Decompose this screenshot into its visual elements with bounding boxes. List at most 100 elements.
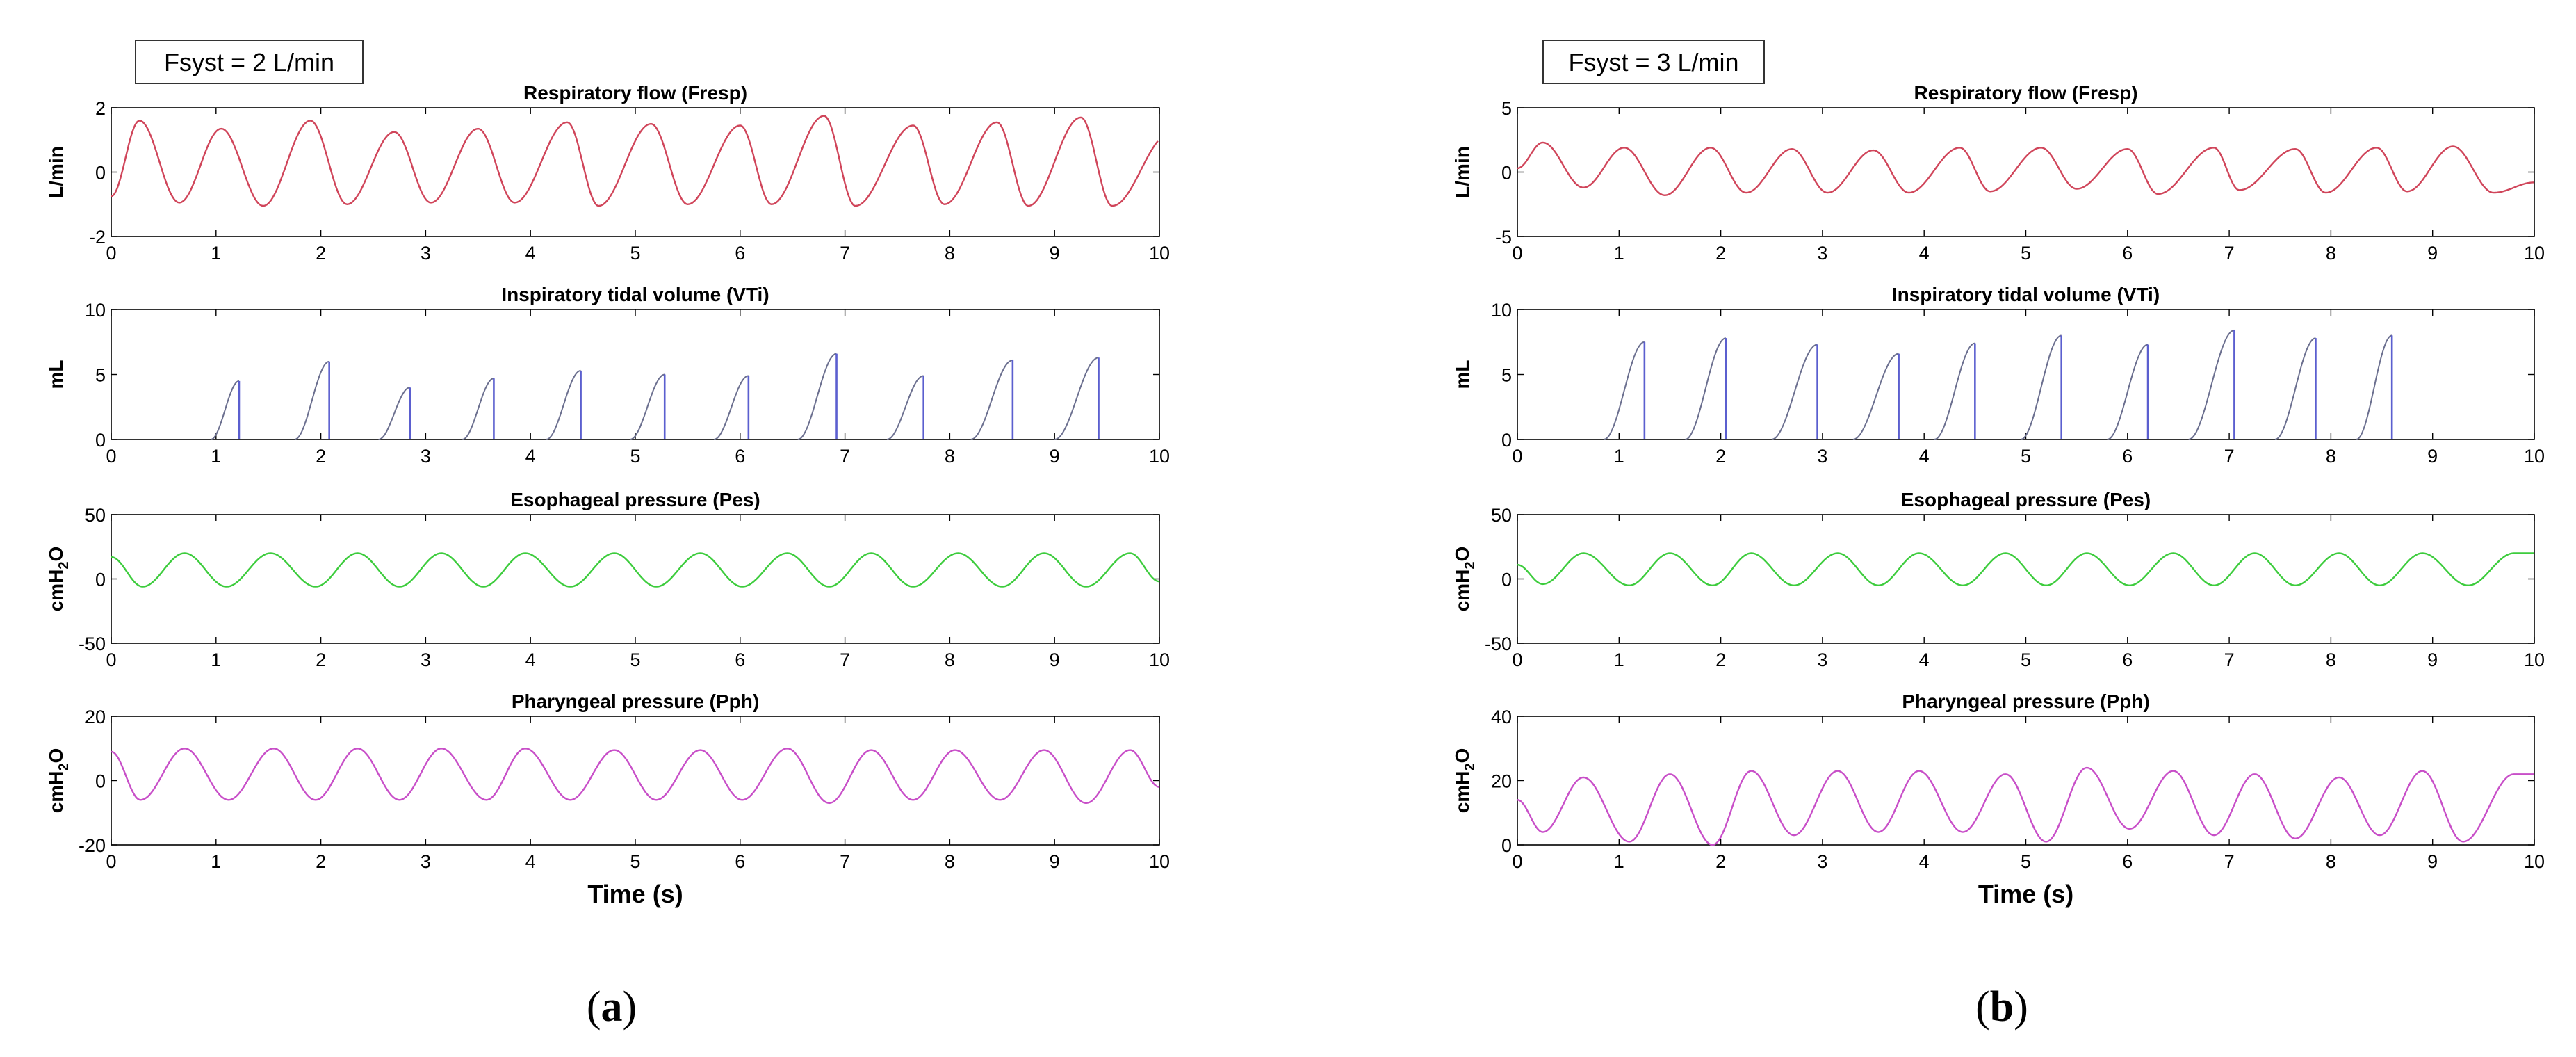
y-tick-label: 0 <box>1501 835 1512 856</box>
subplot-title: Esophageal pressure (Pes) <box>1901 489 2151 510</box>
x-tick-label: 1 <box>1614 243 1624 264</box>
x-tick-label: 9 <box>1050 649 1060 670</box>
subplot-2: Inspiratory tidal volume (VTi) 0 1 2 3 4 5 6 7 8 9… <box>45 284 1170 467</box>
x-tick-label: 3 <box>1817 446 1827 467</box>
y-tick-label: -50 <box>1485 634 1512 654</box>
y-axis-label: L/min <box>1451 146 1473 198</box>
x-tick-label: 0 <box>1512 851 1522 872</box>
volume-ramp <box>378 387 410 440</box>
series-line <box>1517 141 2535 197</box>
x-tick-label: 0 <box>106 243 116 264</box>
x-tick-label: 2 <box>1715 243 1726 264</box>
y-axis-label: mL <box>45 360 67 389</box>
condition-label: Fsyst = 3 L/min <box>1568 48 1738 76</box>
series-line <box>1517 552 2534 587</box>
x-tick-label: 1 <box>1614 851 1624 872</box>
x-tick-label: 5 <box>2021 851 2031 872</box>
volume-ramp <box>2356 334 2392 440</box>
x-tick-label: 7 <box>2224 243 2235 264</box>
y-tick-label: 10 <box>85 300 106 321</box>
y-axis-label: cmH2O <box>1451 547 1478 612</box>
volume-ramp <box>1934 342 1975 440</box>
x-tick-label: 7 <box>840 446 850 467</box>
x-tick-label: 1 <box>211 243 221 264</box>
x-tick-label: 5 <box>630 243 640 264</box>
x-tick-label: 7 <box>2224 851 2235 872</box>
subplot-2: Inspiratory tidal volume (VTi) 0 1 2 3 4 5 6 7 8 9… <box>1451 284 2545 467</box>
volume-ramp <box>2020 334 2062 440</box>
x-tick-label: 6 <box>2122 649 2133 670</box>
x-tick-label: 9 <box>2427 446 2438 467</box>
volume-ramp <box>970 359 1013 440</box>
plot-area <box>1517 514 2535 644</box>
x-tick-label: 7 <box>2224 649 2235 670</box>
x-tick-label: 8 <box>2326 851 2336 872</box>
panel-letter: (b) <box>1975 983 2028 1031</box>
x-tick-label: 6 <box>735 446 745 467</box>
y-tick-label: 0 <box>1501 430 1512 451</box>
y-tick-label: -50 <box>79 634 106 654</box>
x-tick-label: 2 <box>316 649 326 670</box>
x-tick-label: 7 <box>2224 446 2235 467</box>
x-tick-label: 2 <box>1715 649 1726 670</box>
subplot-3: Esophageal pressure (Pes) 0 1 2 3 4 5 6 7 8 9 10 -50… <box>1451 489 2545 670</box>
volume-ramp <box>2274 337 2316 440</box>
volume-ramp <box>713 375 749 440</box>
plot-area <box>111 309 1160 440</box>
y-tick-label: -5 <box>1495 227 1512 248</box>
y-axis-label: cmH2O <box>45 547 72 612</box>
x-tick-label: 4 <box>1919 649 1930 670</box>
x-tick-label: 10 <box>1149 851 1170 872</box>
x-tick-label: 5 <box>2021 446 2031 467</box>
subplot-title: Inspiratory tidal volume (VTi) <box>1892 284 2160 305</box>
x-tick-label: 3 <box>1817 851 1827 872</box>
series-line <box>1517 766 2534 846</box>
series-line <box>111 748 1160 805</box>
x-axis-label: Time (s) <box>587 880 683 908</box>
x-tick-label: 8 <box>2326 649 2336 670</box>
volume-ramp <box>1852 353 1899 440</box>
volume-ramp <box>1054 357 1099 440</box>
x-tick-label: 9 <box>2427 649 2438 670</box>
x-tick-label: 3 <box>1817 649 1827 670</box>
x-tick-label: 4 <box>1919 243 1930 264</box>
x-tick-label: 0 <box>1512 446 1522 467</box>
x-tick-label: 6 <box>2122 446 2133 467</box>
y-axis-label: cmH2O <box>1451 748 1478 814</box>
x-tick-label: 8 <box>2326 243 2336 264</box>
x-tick-label: 4 <box>1919 446 1930 467</box>
volume-ramp <box>630 373 665 440</box>
x-tick-label: 4 <box>525 446 536 467</box>
panel-b: Fsyst = 3 L/min Respiratory flow (Fresp) 0… <box>1451 40 2545 1031</box>
x-tick-label: 2 <box>316 446 326 467</box>
y-axis-label: L/min <box>45 146 67 198</box>
plot-area <box>111 716 1160 846</box>
x-tick-label: 7 <box>840 851 850 872</box>
subplot-title: Esophageal pressure (Pes) <box>510 489 760 510</box>
x-tick-label: 9 <box>2427 243 2438 264</box>
plot-area <box>111 514 1160 644</box>
x-tick-label: 7 <box>840 243 850 264</box>
x-tick-label: 6 <box>735 243 745 264</box>
x-tick-label: 8 <box>945 446 955 467</box>
x-tick-label: 9 <box>1050 851 1060 872</box>
volume-ramp <box>2107 344 2149 440</box>
x-tick-label: 3 <box>421 649 431 670</box>
x-tick-label: 0 <box>106 446 116 467</box>
x-tick-label: 10 <box>2524 243 2545 264</box>
volume-ramp <box>886 375 924 440</box>
volume-ramp <box>1685 337 1727 440</box>
x-tick-label: 4 <box>1919 851 1930 872</box>
y-tick-label: 0 <box>95 163 106 184</box>
volume-ramp <box>1604 341 1645 440</box>
x-tick-label: 1 <box>211 446 221 467</box>
y-tick-label: -2 <box>89 227 106 248</box>
volume-ramp <box>294 360 329 440</box>
condition-label: Fsyst = 2 L/min <box>164 48 334 76</box>
subplot-1: Respiratory flow (Fresp)0 1 2 3 4 5 6 7 8 9 10-202… <box>45 82 1170 264</box>
x-tick-label: 8 <box>2326 446 2336 467</box>
y-tick-label: 5 <box>95 365 106 386</box>
subplot-4: Pharyngeal pressure (Pph) 0 1 2 3 4 5 6 7 8 9 10 -20… <box>45 691 1170 872</box>
y-tick-label: 0 <box>95 430 106 451</box>
